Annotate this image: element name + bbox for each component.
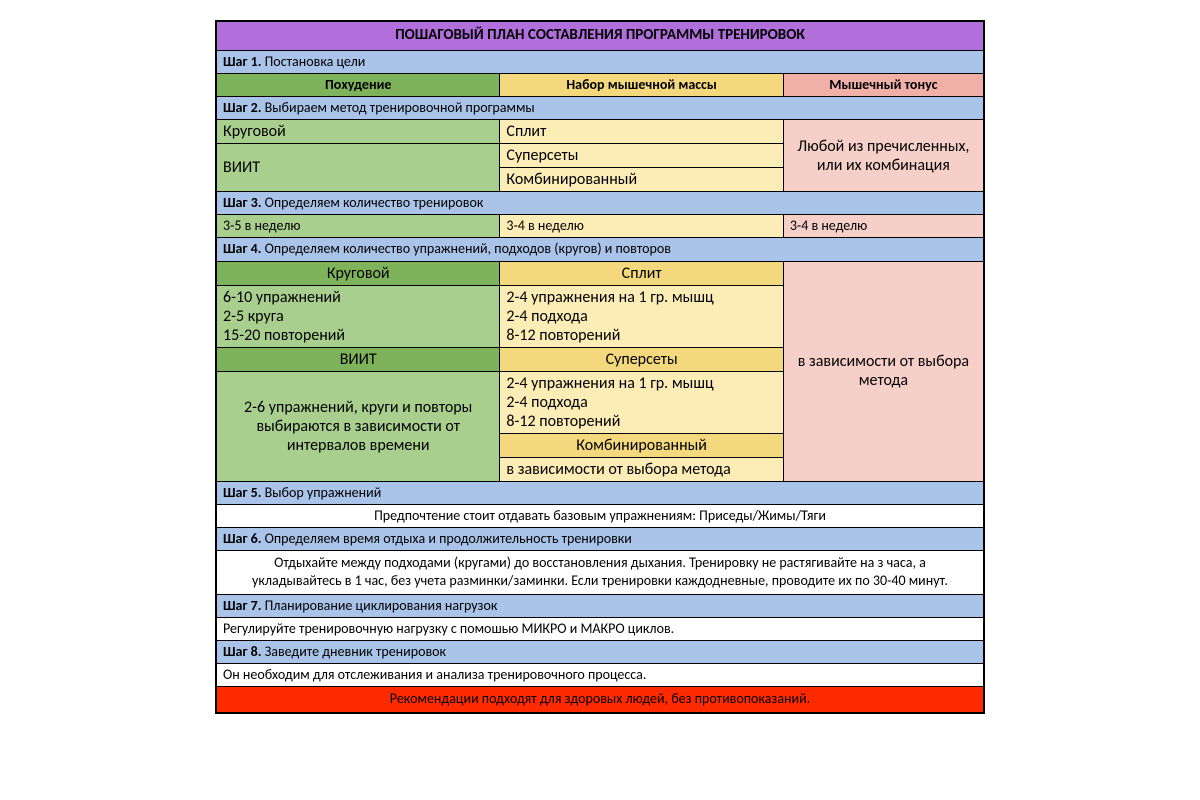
step8-header: Шаг 8. Заведите дневник тренировок [217,641,983,664]
step2-header: Шаг 2. Выбираем метод тренировочной прог… [217,97,983,120]
step3-header: Шаг 3. Определяем количество тренировок [217,192,983,215]
step5-content: Предпочтение стоит отдавать базовым упра… [217,505,983,527]
step-text: Постановка цели [265,53,366,70]
s4-green-h1: Круговой [217,262,499,286]
footer-text: Рекомендации подходят для здоровых людей… [217,687,983,711]
step7-content: Регулируйте тренировочную нагрузку с пом… [217,618,983,640]
step-label: Шаг 6. [223,530,261,547]
step6-content: Отдыхайте между подходами (кругами) до в… [217,551,983,593]
step8-content: Он необходим для отслеживания и анализа … [217,664,983,686]
step-text: Заведите дневник тренировок [265,643,446,660]
s4-yellow-h3: Комбинированный [500,434,782,458]
step3-vals: 3-5 в неделю 3-4 в неделю 3-4 в неделю [217,215,983,238]
step4-body: Круговой 6-10 упражнений 2-5 круга 15-20… [217,262,983,482]
s4-yellow-b2-3: 8-12 повторений [506,412,776,431]
footer-row: Рекомендации подходят для здоровых людей… [217,687,983,711]
s4-yellow-b2-1: 2-4 упражнения на 1 гр. мышц [506,374,776,393]
s4-green-b1-2: 2-5 круга [223,307,493,326]
step-label: Шаг 5. [223,484,261,501]
step6-header: Шаг 6. Определяем время отдыха и продолж… [217,528,983,551]
step-text: Планирование циклирования нагрузок [265,597,498,614]
method-pink: Любой из пречисленных, или их комбинация [784,120,983,191]
s4-green-b1-1: 6-10 упражнений [223,288,493,307]
step-text: Выбираем метод тренировочной программы [265,99,535,116]
s4-green-b2: 2-6 упражнений, круги и повторы выбирают… [217,372,499,481]
step7-header: Шаг 7. Планирование циклирования нагрузо… [217,595,983,618]
s4-yellow-b3: в зависимости от выбора метода [500,458,782,481]
step1-cols: Похудение Набор мышечной массы Мышечный … [217,74,983,97]
step-text: Определяем время отдыха и продолжительно… [265,530,632,547]
step2-body: Круговой ВИИТ Сплит Суперсеты Комбиниров… [217,120,983,192]
s4-yellow-b1-1: 2-4 упражнения на 1 гр. мышц [506,288,776,307]
s4-yellow-b1-3: 8-12 повторений [506,326,776,345]
col-tone: Мышечный тонус [784,74,983,96]
step8-body: Он необходим для отслеживания и анализа … [217,664,983,687]
s4-yellow-h2: Суперсеты [500,348,782,372]
s4-yellow-b2-2: 2-4 подхода [506,393,776,412]
method-yellow-3: Комбинированный [500,168,782,191]
s4-yellow-b1-2: 2-4 подхода [506,307,776,326]
title-row: ПОШАГОВЫЙ ПЛАН СОСТАВЛЕНИЯ ПРОГРАММЫ ТРЕ… [217,22,983,51]
step-label: Шаг 8. [223,643,261,660]
step-label: Шаг 7. [223,597,261,614]
step3-v1: 3-5 в неделю [217,215,500,237]
step3-v3: 3-4 в неделю [784,215,983,237]
step5-body: Предпочтение стоит отдавать базовым упра… [217,505,983,528]
method-yellow-1: Сплит [500,120,782,144]
s4-yellow-h1: Сплит [500,262,782,286]
step-text: Определяем количество тренировок [265,194,484,211]
step5-header: Шаг 5. Выбор упражнений [217,482,983,505]
step-label: Шаг 2. [223,99,261,116]
step-label: Шаг 3. [223,194,261,211]
step7-body: Регулируйте тренировочную нагрузку с пом… [217,618,983,641]
s4-green-b1-3: 15-20 повторений [223,326,493,345]
step-text: Выбор упражнений [265,484,382,501]
s4-pink: в зависимости от выбора метода [784,262,983,481]
step6-body: Отдыхайте между подходами (кругами) до в… [217,551,983,594]
step-text: Определяем количество упражнений, подход… [265,240,671,257]
step3-v2: 3-4 в неделю [500,215,783,237]
method-green-2: ВИИТ [217,144,499,191]
method-green-1: Круговой [217,120,499,144]
step1-header: Шаг 1. Постановка цели [217,51,983,74]
s4-green-h2: ВИИТ [217,348,499,372]
step-label: Шаг 4. [223,240,261,257]
col-mass: Набор мышечной массы [500,74,783,96]
title: ПОШАГОВЫЙ ПЛАН СОСТАВЛЕНИЯ ПРОГРАММЫ ТРЕ… [217,22,983,50]
plan-table: ПОШАГОВЫЙ ПЛАН СОСТАВЛЕНИЯ ПРОГРАММЫ ТРЕ… [215,20,985,714]
step4-header: Шаг 4. Определяем количество упражнений,… [217,238,983,261]
step-label: Шаг 1. [223,53,261,70]
col-weightloss: Похудение [217,74,500,96]
method-yellow-2: Суперсеты [500,144,782,168]
